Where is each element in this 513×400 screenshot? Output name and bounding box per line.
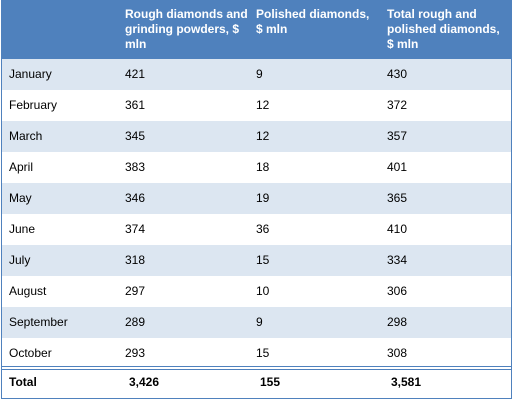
table-row: March 345 12 357 [2,121,511,152]
cell-month: June [9,222,36,236]
total-rough: 3,426 [129,375,160,389]
cell-total: 298 [387,315,408,329]
cell-total: 401 [387,160,408,174]
total-combined: 3,581 [391,375,422,389]
table-row: February 361 12 372 [2,90,511,121]
total-label: Total [9,375,37,389]
cell-rough: 421 [125,67,146,81]
cell-rough: 289 [125,315,146,329]
cell-month: April [9,160,34,174]
cell-total: 308 [387,346,408,360]
cell-rough: 345 [125,129,146,143]
header-polished-diamonds: Polished diamonds, $ mln [256,7,370,36]
table-row: August 297 10 306 [2,276,511,307]
total-separator-top [2,366,511,367]
cell-total: 306 [387,284,408,298]
total-row: Total 3,426 155 3,581 [2,367,511,398]
cell-rough: 318 [125,253,146,267]
table-row: June 374 36 410 [2,214,511,245]
cell-polished: 9 [256,315,263,329]
cell-month: March [9,129,43,143]
cell-polished: 15 [256,346,270,360]
cell-total: 357 [387,129,408,143]
cell-rough: 297 [125,284,146,298]
cell-polished: 15 [256,253,270,267]
cell-polished: 12 [256,129,270,143]
table-header: Rough diamonds and grinding powders, $ m… [2,1,511,59]
cell-polished: 9 [256,67,263,81]
header-total-diamonds: Total rough and polished diamonds, $ mln [387,7,500,51]
table-row: April 383 18 401 [2,152,511,183]
cell-rough: 293 [125,346,146,360]
total-separator-bottom [2,369,511,370]
cell-month: January [9,67,52,81]
table-row: May 346 19 365 [2,183,511,214]
cell-month: September [9,315,68,329]
cell-rough: 346 [125,191,146,205]
cell-polished: 10 [256,284,270,298]
table-row: January 421 9 430 [2,59,511,90]
cell-total: 410 [387,222,408,236]
cell-polished: 19 [256,191,270,205]
cell-month: August [9,284,47,298]
total-polished: 155 [260,375,281,389]
cell-polished: 36 [256,222,270,236]
cell-month: May [9,191,32,205]
cell-rough: 361 [125,98,146,112]
cell-total: 365 [387,191,408,205]
table-row: October 293 15 308 [2,338,511,369]
cell-month: February [9,98,58,112]
cell-total: 430 [387,67,408,81]
cell-month: October [9,346,52,360]
cell-polished: 18 [256,160,270,174]
cell-total: 372 [387,98,408,112]
header-rough-diamonds: Rough diamonds and grinding powders, $ m… [125,7,248,51]
cell-month: July [9,253,31,267]
cell-rough: 383 [125,160,146,174]
cell-total: 334 [387,253,408,267]
table-row: September 289 9 298 [2,307,511,338]
cell-rough: 374 [125,222,146,236]
table-row: July 318 15 334 [2,245,511,276]
cell-polished: 12 [256,98,270,112]
